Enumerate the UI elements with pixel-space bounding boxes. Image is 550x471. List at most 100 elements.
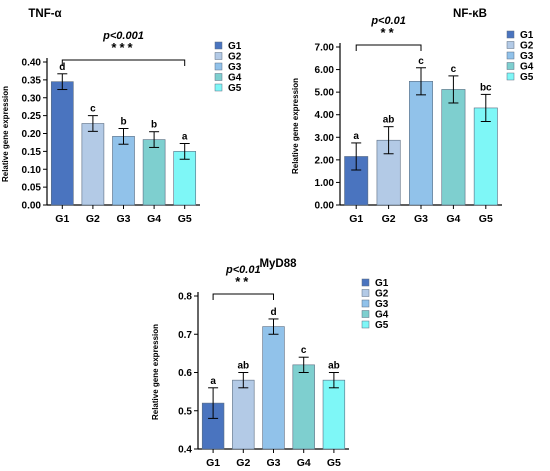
y-tick-label: 2.00 bbox=[315, 155, 335, 166]
y-tick-label: 0.20 bbox=[22, 129, 42, 140]
chart-2: NF-κB Relative gene expression 0.00 1.00 2.0… bbox=[291, 8, 534, 225]
x-tick-label: G3 bbox=[266, 457, 280, 469]
legend-swatch-G3 bbox=[214, 62, 223, 71]
significance-stars: ** bbox=[381, 25, 397, 40]
legend-swatch-G3 bbox=[506, 51, 515, 60]
y-tick-label: 0.6 bbox=[178, 368, 192, 379]
x-tick-label: G5 bbox=[479, 213, 493, 225]
y-tick-label: 7.00 bbox=[315, 43, 335, 54]
y-tick-label: 0.4 bbox=[178, 445, 192, 456]
y-axis-label: Relative gene expression bbox=[151, 324, 160, 420]
y-tick-label: 0.5 bbox=[178, 406, 192, 417]
y-axis-label: Relative gene expression bbox=[291, 78, 300, 174]
bar-G3 bbox=[409, 81, 433, 206]
y-tick-label: 3.00 bbox=[315, 133, 335, 144]
p-value-label: p<0.001 bbox=[102, 30, 144, 42]
significance-letter: a bbox=[182, 132, 188, 143]
x-tick-label: G5 bbox=[327, 457, 341, 469]
significance-letter: c bbox=[90, 104, 96, 115]
legend-swatch-G5 bbox=[214, 83, 223, 92]
bar-G2 bbox=[81, 123, 105, 206]
significance-letter: c bbox=[418, 56, 424, 67]
legend-label: G4 bbox=[520, 62, 534, 73]
y-tick-label: 0.25 bbox=[22, 111, 42, 122]
bar-G4 bbox=[292, 364, 315, 450]
y-tick-label: 0.00 bbox=[22, 201, 42, 212]
legend-label: G4 bbox=[228, 73, 242, 84]
legend-label: G3 bbox=[520, 51, 534, 62]
x-tick-label: G2 bbox=[236, 457, 250, 469]
legend-swatch-G2 bbox=[361, 289, 370, 297]
significance-letter: c bbox=[451, 64, 457, 75]
y-tick-label: 0.7 bbox=[178, 330, 192, 341]
legend-swatch-G1 bbox=[361, 278, 370, 287]
bar-G2 bbox=[232, 379, 255, 450]
significance-stars: *** bbox=[111, 40, 135, 55]
y-tick-label: 0.35 bbox=[22, 75, 42, 86]
legend-label: G2 bbox=[375, 289, 389, 300]
legend-swatch-G2 bbox=[506, 41, 515, 49]
significance-letter: ab bbox=[328, 361, 340, 372]
x-tick-label: G2 bbox=[86, 213, 100, 225]
legend-swatch-G5 bbox=[506, 72, 515, 81]
legend-label: G4 bbox=[375, 310, 389, 321]
y-tick-label: 0.30 bbox=[22, 93, 42, 104]
y-tick-label: 4.00 bbox=[315, 110, 335, 121]
bar-G4 bbox=[142, 139, 166, 206]
legend-label: G5 bbox=[228, 83, 242, 94]
significance-bracket bbox=[355, 44, 422, 51]
chart-title: NF-κB bbox=[453, 8, 487, 20]
x-tick-label: G1 bbox=[206, 457, 220, 469]
x-tick-label: G3 bbox=[116, 213, 130, 225]
legend-swatch-G1 bbox=[506, 30, 515, 39]
x-tick-label: G1 bbox=[55, 213, 69, 225]
x-tick-label: G1 bbox=[349, 213, 363, 225]
significance-letter: bc bbox=[480, 82, 492, 93]
chart-1: TNF-α Relative gene expression 0.00 0.05 0.1… bbox=[1, 8, 242, 225]
legend-label: G2 bbox=[228, 52, 242, 63]
y-axis-label: Relative gene expression bbox=[1, 86, 10, 182]
legend-label: G5 bbox=[520, 72, 534, 83]
bar-G5 bbox=[473, 107, 498, 206]
legend-swatch-G3 bbox=[361, 299, 370, 308]
significance-letter: a bbox=[353, 131, 359, 142]
legend-label: G1 bbox=[375, 278, 389, 289]
x-tick-label: G4 bbox=[147, 213, 161, 225]
significance-letter: a bbox=[210, 376, 216, 387]
y-tick-label: 0.40 bbox=[22, 58, 42, 69]
y-tick-label: 0.10 bbox=[22, 165, 42, 176]
y-tick-label: 6.00 bbox=[315, 65, 335, 76]
y-tick-label: 0.8 bbox=[178, 292, 192, 303]
bar-G4 bbox=[441, 89, 466, 206]
legend-label: G3 bbox=[228, 62, 242, 73]
y-tick-label: 5.00 bbox=[315, 88, 335, 99]
y-tick-label: 0.00 bbox=[315, 201, 335, 212]
y-tick-label: 0.05 bbox=[22, 183, 42, 194]
significance-bracket bbox=[61, 59, 186, 66]
significance-letter: b bbox=[120, 116, 126, 127]
bar-G3 bbox=[262, 326, 285, 450]
legend-label: G2 bbox=[520, 41, 534, 52]
significance-letter: d bbox=[270, 307, 276, 318]
chart-title: MyD88 bbox=[259, 258, 297, 270]
legend-label: G1 bbox=[520, 30, 534, 41]
significance-letter: b bbox=[151, 120, 157, 131]
p-value-label: p<0.01 bbox=[225, 264, 261, 276]
legend-swatch-G4 bbox=[214, 73, 223, 81]
bar-G5 bbox=[322, 379, 346, 450]
legend-label: G5 bbox=[375, 320, 389, 331]
significance-bracket bbox=[212, 293, 274, 300]
legend-label: G1 bbox=[228, 41, 242, 52]
x-tick-label: G4 bbox=[297, 457, 311, 469]
x-tick-label: G3 bbox=[414, 213, 428, 225]
x-tick-label: G2 bbox=[382, 213, 396, 225]
legend-swatch-G5 bbox=[361, 320, 370, 329]
significance-letter: d bbox=[59, 62, 65, 73]
chart-3: MyD88 Relative gene expression 0.4 0.5 0.6 0.… bbox=[151, 258, 389, 469]
bar-G1 bbox=[50, 81, 74, 206]
legend-swatch-G4 bbox=[361, 310, 370, 318]
y-tick-label: 0.15 bbox=[22, 147, 42, 158]
x-tick-label: G5 bbox=[178, 213, 192, 225]
legend-swatch-G1 bbox=[214, 41, 223, 50]
